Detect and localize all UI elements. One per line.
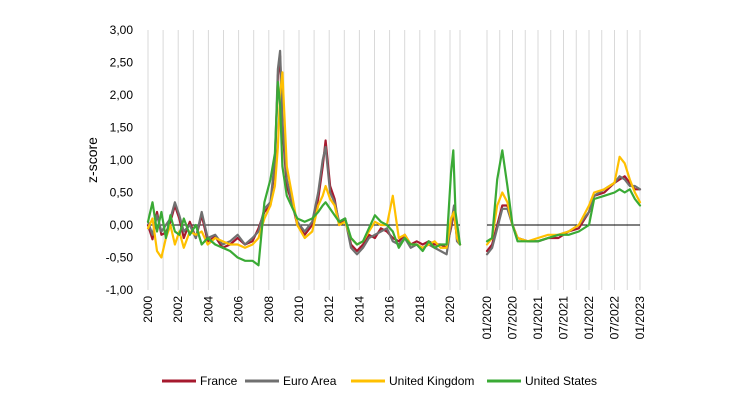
x-tick-label: 2010 [292, 296, 306, 323]
x-tick-label: 01/2022 [582, 296, 596, 340]
y-tick-label: 3,00 [110, 23, 134, 37]
legend-label: United Kingdom [389, 374, 474, 388]
legend-label: United States [525, 374, 597, 388]
x-tick-label: 2004 [201, 296, 215, 323]
legend: France Euro Area United Kingdom United Stat… [162, 374, 597, 388]
y-tick-label: 2,50 [110, 56, 134, 70]
y-tick-label: 1,00 [110, 153, 134, 167]
grid-layer [147, 30, 641, 290]
y-tick-label: 1,50 [110, 121, 134, 135]
label-layer: 3,00 2,50 2,00 1,50 1,00 0,50 0,00 -0,50 -1,00 z-… [84, 23, 647, 339]
x-tick-label: 01/2023 [633, 296, 647, 340]
y-axis-label: z-score [84, 137, 100, 183]
x-tick-label: 01/2021 [531, 296, 545, 340]
legend-label: France [200, 374, 238, 388]
series-line-united-states [485, 149, 642, 243]
y-tick-label: 0,50 [110, 186, 134, 200]
series-line-united-states [146, 80, 462, 267]
series-layer [146, 49, 642, 267]
x-tick-label: 2018 [413, 296, 427, 323]
x-tick-label: 2016 [383, 296, 397, 323]
x-tick-label: 07/2021 [557, 296, 571, 340]
x-tick-label: 07/2022 [608, 296, 622, 340]
x-tick-label: 2006 [232, 296, 246, 323]
x-tick-label: 2012 [322, 296, 336, 323]
x-tick-label: 2020 [443, 296, 457, 323]
y-tick-label: 0,00 [110, 218, 134, 232]
series-line-euro-area [146, 49, 462, 256]
x-tick-label: 01/2020 [480, 296, 494, 340]
x-tick-label: 2002 [171, 296, 185, 323]
series-line-united-kingdom [485, 155, 642, 246]
legend-label: Euro Area [283, 374, 337, 388]
y-tick-label: 2,00 [110, 88, 134, 102]
x-tick-label: 2008 [262, 296, 276, 323]
y-tick-label: -1,00 [106, 283, 134, 297]
x-tick-label: 2014 [352, 296, 366, 323]
x-tick-label: 2000 [141, 296, 155, 323]
y-tick-label: -0,50 [106, 251, 134, 265]
x-tick-label: 07/2020 [506, 296, 520, 340]
